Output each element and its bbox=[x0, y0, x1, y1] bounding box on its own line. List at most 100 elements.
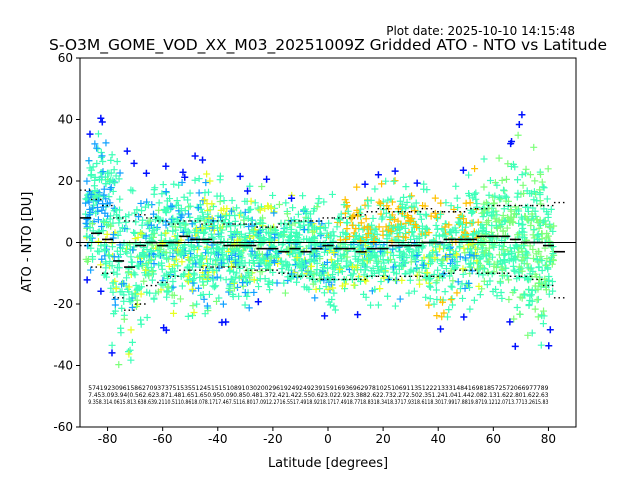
outlier-point bbox=[437, 325, 445, 333]
data-point bbox=[518, 267, 526, 275]
data-point bbox=[310, 207, 318, 215]
data-point bbox=[266, 259, 274, 267]
data-point bbox=[511, 203, 519, 211]
data-point bbox=[453, 251, 461, 259]
data-point bbox=[538, 235, 546, 243]
data-point bbox=[243, 277, 251, 285]
data-point bbox=[475, 270, 483, 278]
data-point bbox=[416, 280, 424, 288]
data-point bbox=[100, 246, 108, 254]
data-point bbox=[200, 217, 208, 225]
data-point bbox=[497, 195, 505, 203]
data-point bbox=[204, 277, 212, 285]
data-point bbox=[341, 196, 349, 204]
data-point bbox=[486, 260, 494, 268]
data-point bbox=[475, 282, 483, 290]
data-point bbox=[533, 296, 541, 304]
data-point bbox=[164, 283, 172, 291]
data-point bbox=[170, 309, 177, 317]
data-point bbox=[154, 288, 162, 296]
data-point bbox=[501, 231, 509, 239]
data-point bbox=[170, 180, 178, 188]
data-point bbox=[445, 221, 453, 229]
data-point bbox=[313, 203, 321, 211]
data-point bbox=[490, 243, 498, 251]
data-point bbox=[329, 237, 337, 245]
data-point bbox=[516, 310, 524, 318]
data-point bbox=[436, 210, 444, 218]
data-point bbox=[172, 255, 180, 263]
outlier-point bbox=[361, 180, 369, 188]
data-point bbox=[204, 259, 212, 267]
data-point bbox=[386, 213, 394, 221]
data-point bbox=[150, 260, 158, 268]
data-point bbox=[514, 176, 522, 184]
data-point bbox=[419, 202, 427, 210]
data-point bbox=[128, 338, 136, 346]
data-point bbox=[105, 251, 113, 259]
data-point bbox=[320, 276, 328, 284]
outlier-point bbox=[518, 111, 526, 119]
data-point bbox=[109, 187, 117, 195]
data-point bbox=[433, 312, 441, 320]
data-point bbox=[292, 236, 300, 244]
data-point bbox=[309, 228, 317, 236]
data-point bbox=[506, 219, 514, 227]
data-point bbox=[373, 230, 381, 238]
data-point bbox=[408, 202, 416, 210]
data-point bbox=[264, 203, 272, 211]
data-point bbox=[403, 254, 411, 262]
data-point bbox=[445, 306, 453, 314]
data-point bbox=[228, 249, 236, 257]
data-point bbox=[213, 192, 221, 200]
data-point bbox=[135, 213, 143, 221]
data-point bbox=[489, 287, 497, 295]
data-point bbox=[99, 193, 107, 201]
data-point bbox=[197, 291, 205, 299]
data-point bbox=[426, 260, 434, 268]
data-point bbox=[465, 171, 473, 179]
data-point bbox=[406, 276, 414, 284]
data-point bbox=[167, 219, 175, 227]
data-point bbox=[341, 236, 349, 244]
data-point bbox=[370, 238, 378, 246]
data-point bbox=[101, 219, 109, 227]
data-point bbox=[534, 313, 542, 321]
data-point bbox=[475, 228, 483, 236]
data-point bbox=[549, 287, 557, 295]
data-point bbox=[168, 203, 176, 211]
outlier-point bbox=[160, 324, 168, 332]
data-point bbox=[215, 232, 223, 240]
data-point bbox=[163, 254, 171, 262]
data-point bbox=[146, 256, 154, 264]
data-point bbox=[540, 307, 548, 315]
data-point bbox=[357, 266, 365, 274]
data-point bbox=[116, 227, 124, 235]
data-point bbox=[400, 193, 408, 201]
data-point bbox=[378, 180, 386, 188]
data-point bbox=[473, 265, 481, 273]
data-point bbox=[155, 217, 163, 225]
outlier-point bbox=[123, 147, 131, 155]
data-point bbox=[479, 271, 487, 279]
data-point bbox=[186, 189, 194, 197]
data-point bbox=[510, 254, 518, 262]
x-axis: -80 -60 -40 -20 0 20 40 60 80 bbox=[98, 427, 556, 446]
data-point bbox=[114, 231, 122, 239]
data-point bbox=[186, 276, 194, 284]
data-point bbox=[184, 272, 192, 280]
data-point bbox=[336, 215, 344, 223]
data-point bbox=[155, 199, 163, 207]
data-point bbox=[426, 295, 434, 303]
data-point bbox=[425, 282, 433, 290]
data-point bbox=[266, 286, 274, 294]
data-point bbox=[469, 231, 477, 239]
data-point bbox=[353, 183, 361, 191]
data-point bbox=[94, 237, 102, 245]
data-point bbox=[186, 213, 194, 221]
data-point bbox=[274, 232, 282, 240]
data-point bbox=[389, 251, 397, 259]
data-point bbox=[502, 175, 510, 183]
data-point bbox=[466, 305, 474, 313]
data-point bbox=[544, 232, 552, 240]
